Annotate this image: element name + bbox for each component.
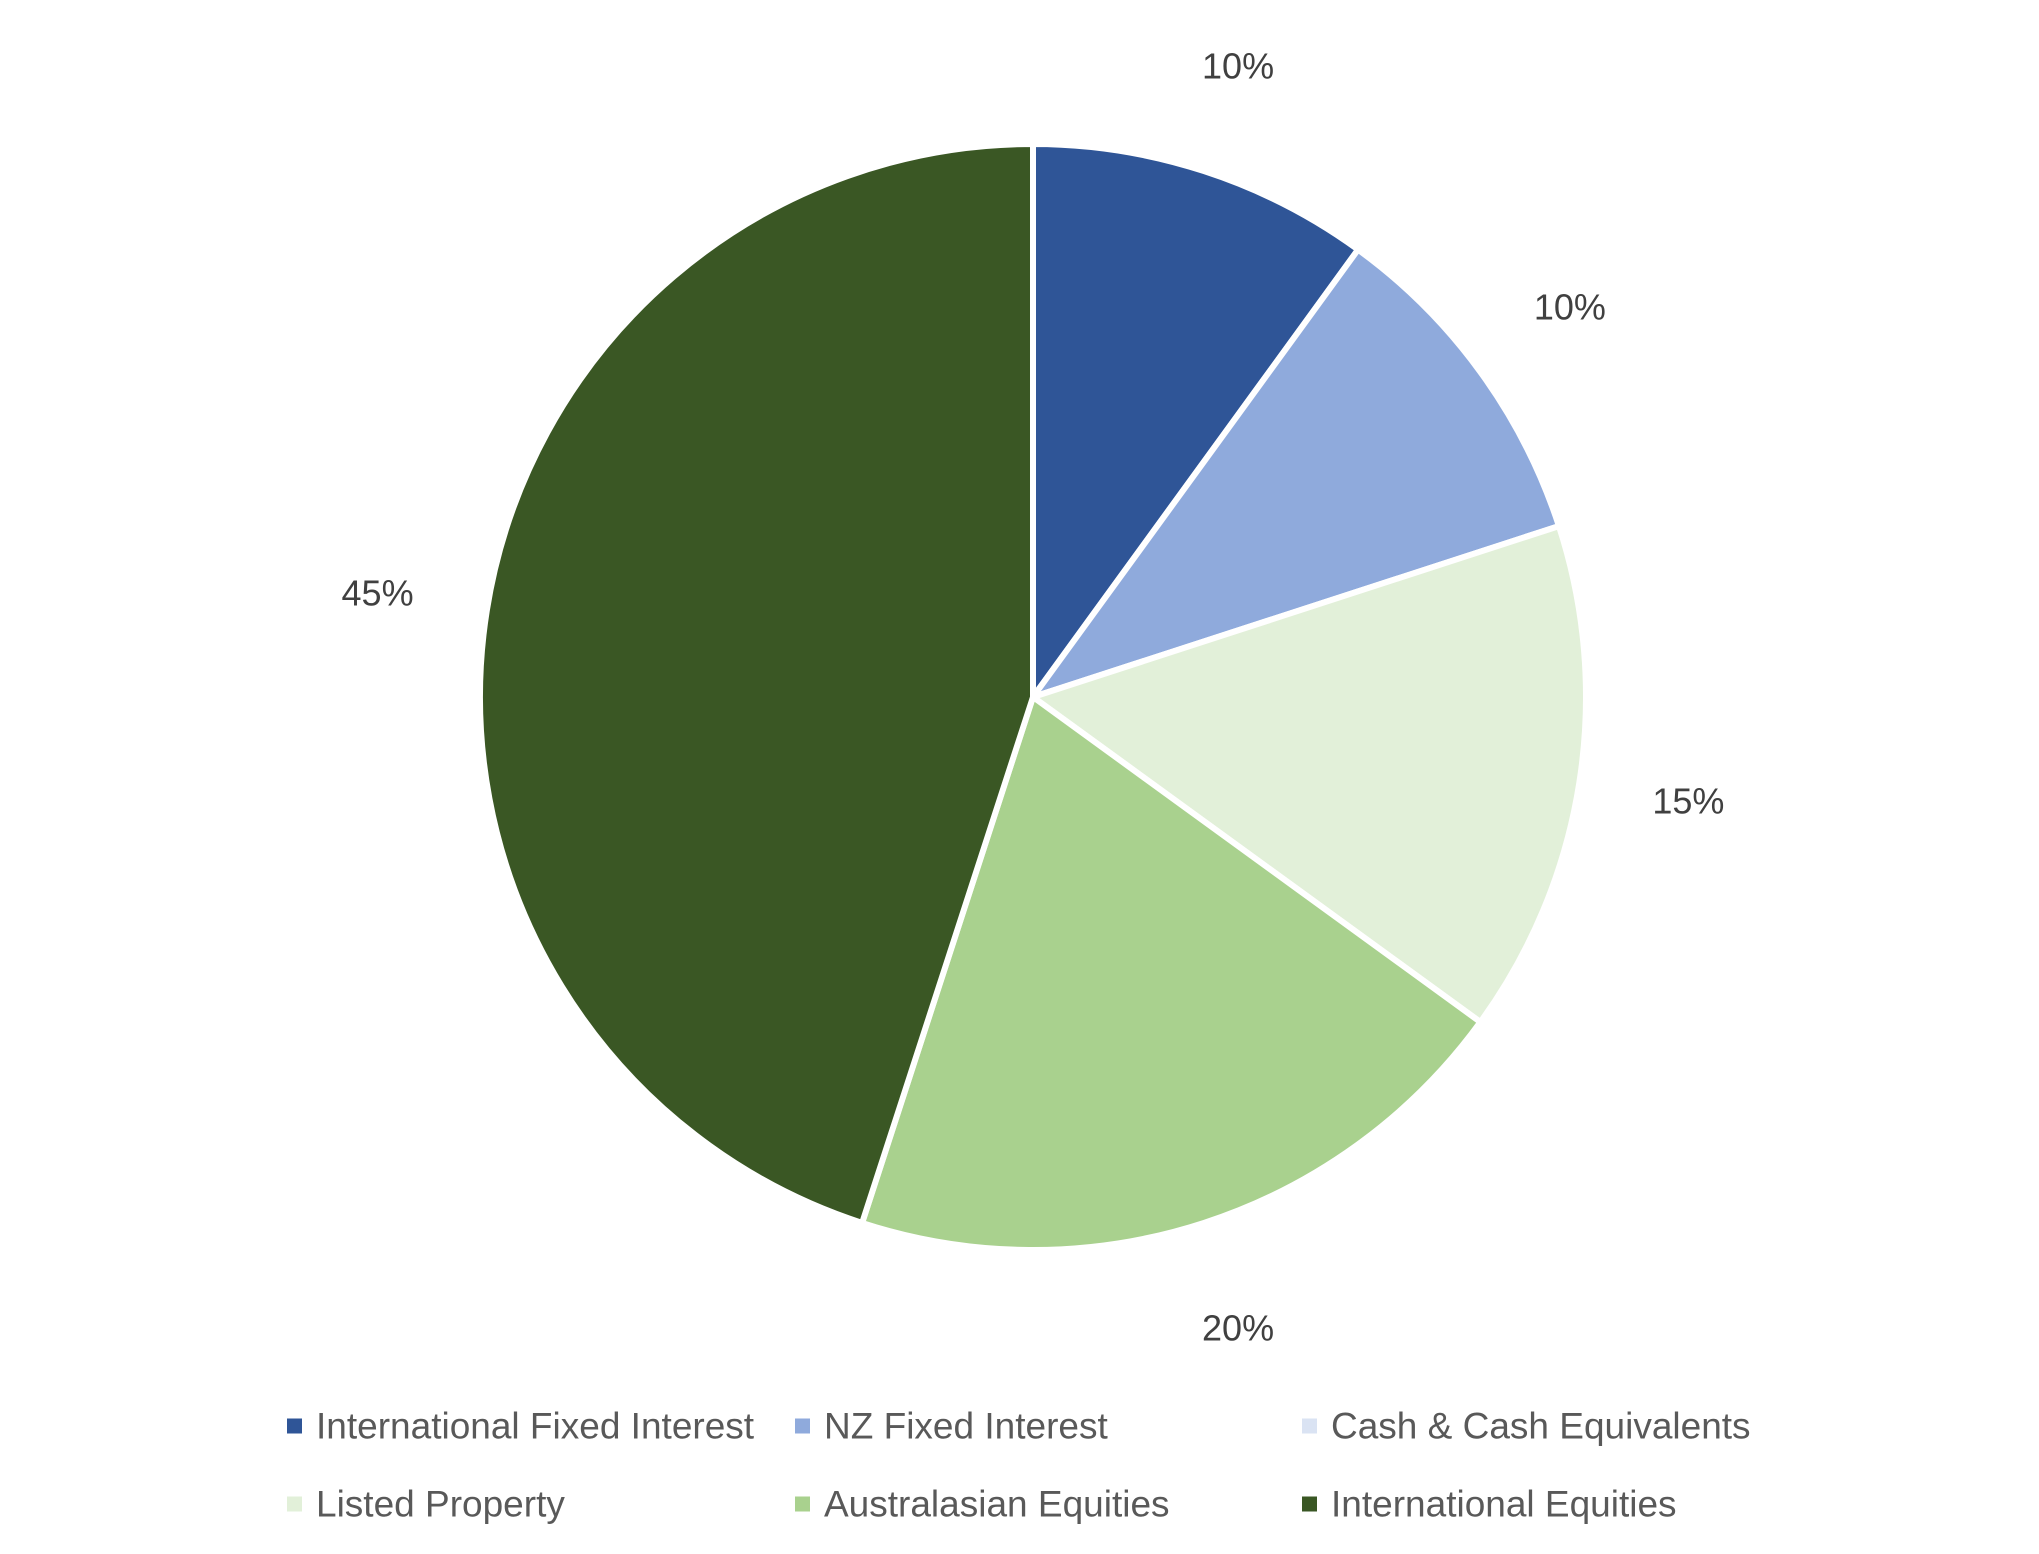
pie-slice-nz-fixed-interest: [1030, 246, 1562, 700]
legend-item-international-equities: International Equities: [1302, 1484, 1677, 1525]
legend-item-cash-and-cash-equivalents: Cash & Cash Equivalents: [1302, 1406, 1751, 1447]
data-label-international-fixed-interest: 10%: [1202, 45, 1274, 86]
legend-item-australasian-equities: Australasian Equities: [795, 1484, 1170, 1525]
pie-slices: [477, 141, 1589, 1253]
legend-swatch: [287, 1418, 302, 1434]
pie-slice-australasian-equities: [859, 694, 1484, 1253]
data-label-international-equities: 45%: [342, 573, 414, 614]
pie-slice-listed-property: [1030, 523, 1589, 1026]
data-label-nz-fixed-interest: 10%: [1534, 286, 1606, 327]
data-label-listed-property: 15%: [1652, 780, 1724, 821]
legend-label: Cash & Cash Equivalents: [1331, 1406, 1751, 1447]
legend-label: NZ Fixed Interest: [824, 1406, 1108, 1447]
legend-swatch: [1302, 1418, 1317, 1434]
legend-label: International Equities: [1331, 1484, 1677, 1525]
legend-label: Listed Property: [316, 1484, 565, 1525]
legend-swatch: [1302, 1496, 1317, 1512]
pie-slice-international-fixed-interest: [1030, 141, 1362, 700]
legend-swatch: [795, 1496, 810, 1512]
legend-label: Australasian Equities: [824, 1484, 1170, 1525]
legend-item-international-fixed-interest: International Fixed Interest: [287, 1406, 755, 1447]
pie-slice-international-equities: [477, 141, 1036, 1226]
legend: International Fixed Interest NZ Fixed Int…: [287, 1406, 1751, 1525]
legend-item-listed-property: Listed Property: [287, 1484, 565, 1525]
legend-item-nz-fixed-interest: NZ Fixed Interest: [795, 1406, 1108, 1447]
legend-label: International Fixed Interest: [316, 1406, 755, 1447]
data-labels: 10% 10% 15% 20% 45%: [342, 45, 1725, 1348]
legend-swatch: [287, 1496, 302, 1512]
data-label-australasian-equities: 20%: [1202, 1308, 1274, 1349]
legend-swatch: [795, 1418, 810, 1434]
